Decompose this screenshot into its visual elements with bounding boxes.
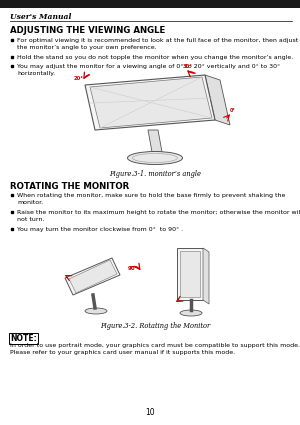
Text: Raise the monitor to its maximum height to rotate the monitor; otherwise the mon: Raise the monitor to its maximum height … [17,210,300,221]
Text: 10: 10 [145,408,155,417]
Text: 0°: 0° [230,108,236,113]
Polygon shape [65,258,120,295]
Text: Hold the stand so you do not topple the monitor when you change the monitor’s an: Hold the stand so you do not topple the … [17,55,293,60]
Text: You may adjust the monitor for a viewing angle of 0° to 20° vertically and 0° to: You may adjust the monitor for a viewing… [17,64,280,76]
Text: ADJUSTING THE VIEWING ANGLE: ADJUSTING THE VIEWING ANGLE [10,26,165,35]
Polygon shape [90,77,212,128]
Text: 90°: 90° [128,266,138,271]
Text: NOTE:: NOTE: [10,334,37,343]
Text: When rotating the monitor, make sure to hold the base firmly to prevent shaking : When rotating the monitor, make sure to … [17,193,285,204]
Text: ROTATING THE MONITOR: ROTATING THE MONITOR [10,182,129,191]
Polygon shape [148,130,162,152]
Text: User's Manual: User's Manual [10,13,71,21]
Polygon shape [85,75,215,130]
Ellipse shape [180,310,202,316]
Text: For optimal viewing it is recommended to look at the full face of the monitor, t: For optimal viewing it is recommended to… [17,38,298,50]
Bar [0,0,300,8]
Text: Figure.3-2. Rotating the Monitor: Figure.3-2. Rotating the Monitor [100,322,210,330]
Ellipse shape [128,151,182,164]
Text: In order to use portrait mode, your graphics card must be compatible to support : In order to use portrait mode, your grap… [10,343,300,354]
Polygon shape [69,260,117,293]
Polygon shape [180,251,200,297]
Polygon shape [203,248,209,304]
Ellipse shape [85,308,107,314]
Polygon shape [205,75,230,125]
Text: 30°: 30° [183,64,193,69]
Polygon shape [177,248,203,300]
Text: Figure.3-1. monitor’s angle: Figure.3-1. monitor’s angle [109,170,201,178]
Text: 20°: 20° [74,76,84,81]
Text: You may turn the monitor clockwise from 0°  to 90° .: You may turn the monitor clockwise from … [17,227,183,232]
